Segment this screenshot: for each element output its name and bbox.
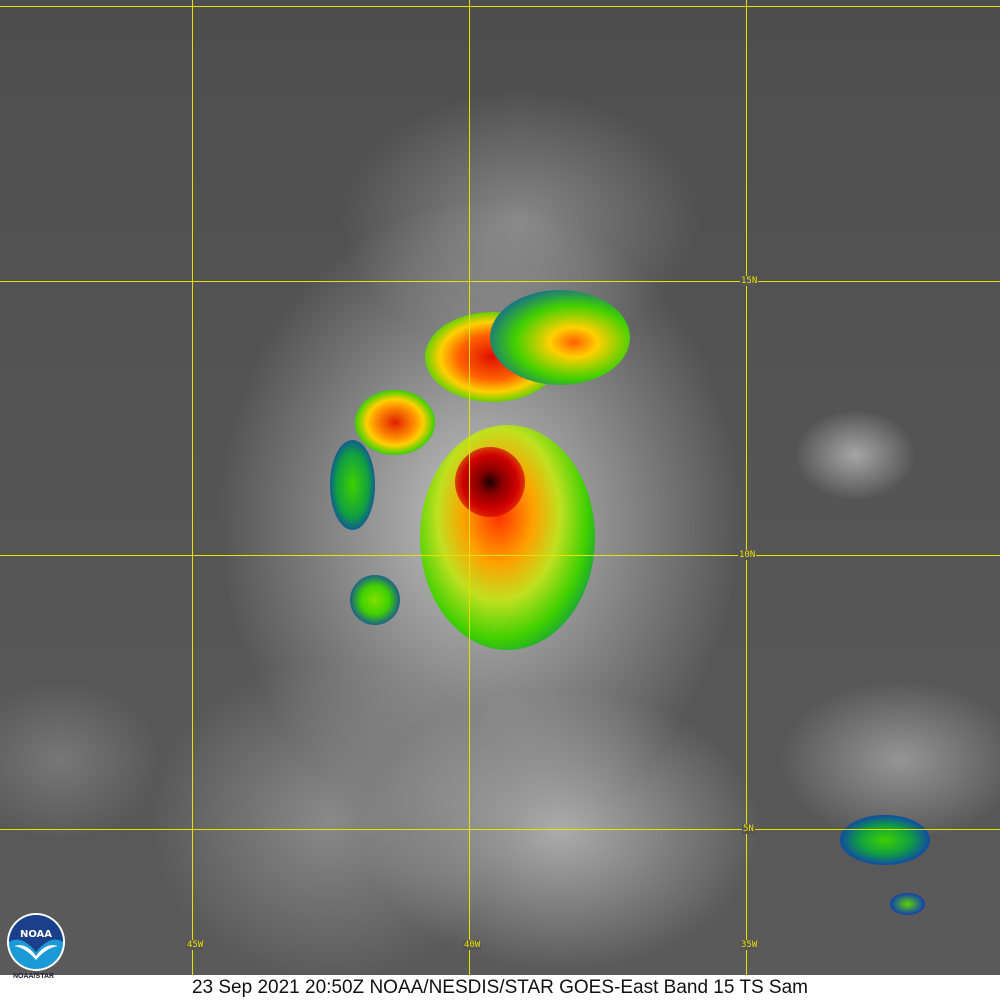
lon-label-35w: 35W — [740, 940, 759, 950]
rainband-southwest — [350, 575, 400, 625]
grid-line-35w — [746, 0, 747, 975]
grid-line-5n — [0, 829, 1000, 830]
cloud-cluster-west — [355, 390, 435, 455]
lat-label-5n: 5N — [742, 824, 755, 834]
lat-label-15n: 15N — [740, 276, 759, 286]
grid-line-15n — [0, 281, 1000, 282]
lat-label-10n: 10N — [738, 550, 757, 560]
lon-label-45w: 45W — [186, 940, 205, 950]
grid-line-45w — [192, 0, 193, 975]
cloud-cell-southeast-small — [890, 893, 925, 915]
svg-text:NOAA: NOAA — [20, 929, 52, 940]
cloud-cells-southeast — [840, 815, 930, 865]
satellite-image: 15N 10N 5N 45W 40W 35W NOAA — [0, 0, 1000, 975]
noaa-logo: NOAA — [7, 913, 65, 971]
grid-line-10n — [0, 555, 1000, 556]
image-caption: 23 Sep 2021 20:50Z NOAA/NESDIS/STAR GOES… — [191, 977, 809, 998]
cloud-cluster-northeast — [490, 290, 630, 385]
noaa-star-label: NOAA/STAR — [13, 973, 55, 980]
grid-line-top — [0, 6, 1000, 7]
grid-line-40w — [469, 0, 470, 975]
storm-eye — [455, 447, 525, 517]
lon-label-40w: 40W — [463, 940, 482, 950]
rainband-west — [330, 440, 375, 530]
